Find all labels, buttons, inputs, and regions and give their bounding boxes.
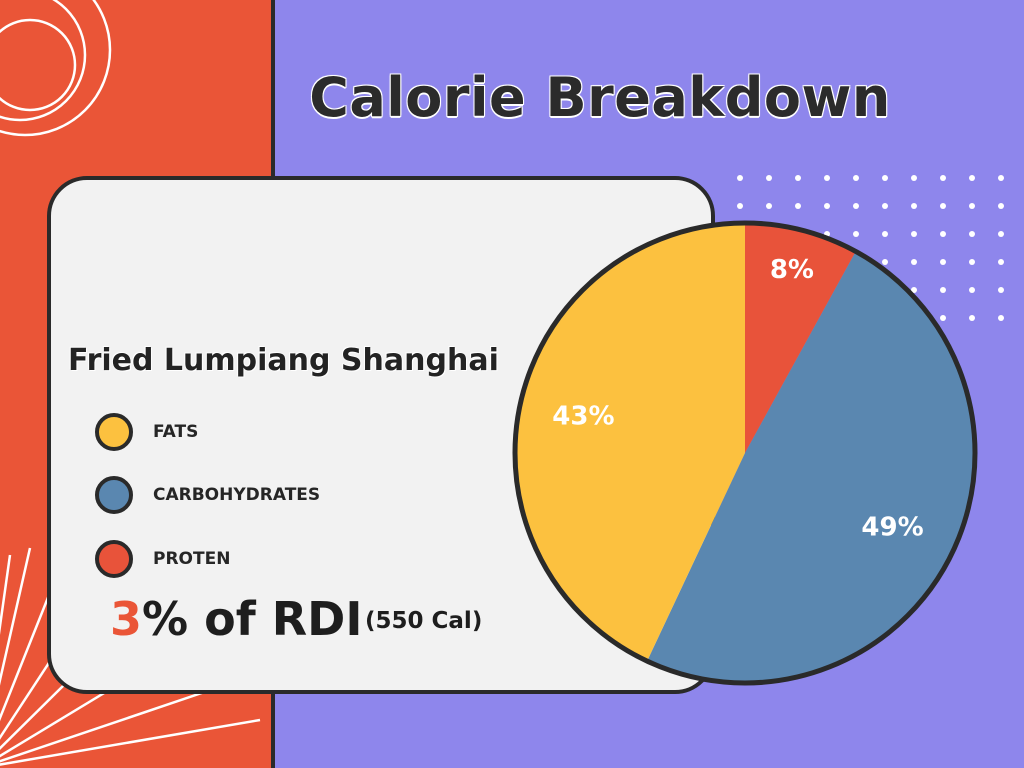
dot-decoration	[795, 175, 801, 181]
dot-decoration	[998, 203, 1004, 209]
calorie-count: (550 Cal)	[365, 608, 483, 634]
rdi-value: 3	[110, 592, 143, 646]
ray-decoration	[0, 579, 57, 722]
pie-slice-fats	[514, 223, 745, 662]
pie-label-fats: 43%	[552, 401, 614, 431]
dot-decoration	[940, 231, 946, 237]
legend-label: FATS	[153, 422, 199, 442]
legend-item-protein: PROTEN	[95, 540, 230, 578]
ring-decoration	[0, 18, 77, 112]
ring-decoration	[0, 0, 87, 122]
dot-decoration	[940, 287, 946, 293]
dot-decoration	[853, 175, 859, 181]
legend-swatch-carbohydrates	[95, 476, 133, 514]
dot-decoration	[998, 259, 1004, 265]
dot-decoration	[882, 259, 888, 265]
legend-swatch-fats	[95, 413, 133, 451]
dot-decoration	[940, 175, 946, 181]
ray-decoration	[0, 554, 12, 635]
dot-decoration	[911, 203, 917, 209]
dot-decoration	[882, 203, 888, 209]
dot-decoration	[940, 315, 946, 321]
dot-decoration	[766, 203, 772, 209]
dot-decoration	[737, 203, 743, 209]
ring-decoration	[0, 0, 112, 137]
dot-decoration	[940, 259, 946, 265]
dot-decoration	[824, 175, 830, 181]
dot-decoration	[853, 203, 859, 209]
legend-label: PROTEN	[153, 549, 231, 569]
dot-decoration	[882, 175, 888, 181]
dot-decoration	[940, 203, 946, 209]
legend-item-fats: FATS	[95, 413, 198, 451]
dot-decoration	[737, 175, 743, 181]
dot-decoration	[969, 259, 975, 265]
dot-decoration	[969, 315, 975, 321]
pie-slice-proten	[745, 223, 856, 453]
dot-decoration	[766, 175, 772, 181]
pie-slice-carbohydrates	[647, 251, 975, 683]
dot-decoration	[998, 315, 1004, 321]
legend-swatch-protein	[95, 540, 133, 578]
dot-decoration	[911, 259, 917, 265]
dot-decoration	[998, 231, 1004, 237]
page-title: Calorie Breakdown	[309, 66, 891, 129]
dot-decoration	[969, 203, 975, 209]
dot-decoration	[998, 175, 1004, 181]
dot-decoration	[998, 287, 1004, 293]
dot-decoration	[824, 203, 830, 209]
pie-slices-group	[514, 223, 975, 683]
dot-decoration	[911, 231, 917, 237]
dot-decoration	[911, 175, 917, 181]
legend-label: CARBOHYDRATES	[153, 485, 321, 505]
pie-label-proten: 8%	[770, 255, 814, 285]
dot-decoration	[795, 203, 801, 209]
rdi-summary: 3% of RDI	[110, 592, 362, 646]
dish-name: Fried Lumpiang Shanghai	[68, 343, 499, 378]
ray-decoration	[0, 547, 32, 686]
dot-decoration	[969, 175, 975, 181]
rdi-suffix: % of RDI	[142, 592, 363, 646]
dot-decoration	[911, 287, 917, 293]
ray-decoration	[0, 718, 261, 766]
pie-labels-group: 8% 49% 43%	[552, 255, 923, 543]
ray-decoration	[0, 678, 241, 763]
pie-outline	[512, 220, 978, 686]
dot-decoration	[853, 231, 859, 237]
dot-decoration	[882, 231, 888, 237]
concentric-rings-decoration	[0, 0, 112, 137]
dot-decoration	[969, 231, 975, 237]
dot-decoration	[969, 287, 975, 293]
pie-label-carbohydrates: 49%	[861, 513, 923, 543]
legend-item-carbohydrates: CARBOHYDRATES	[95, 476, 320, 514]
